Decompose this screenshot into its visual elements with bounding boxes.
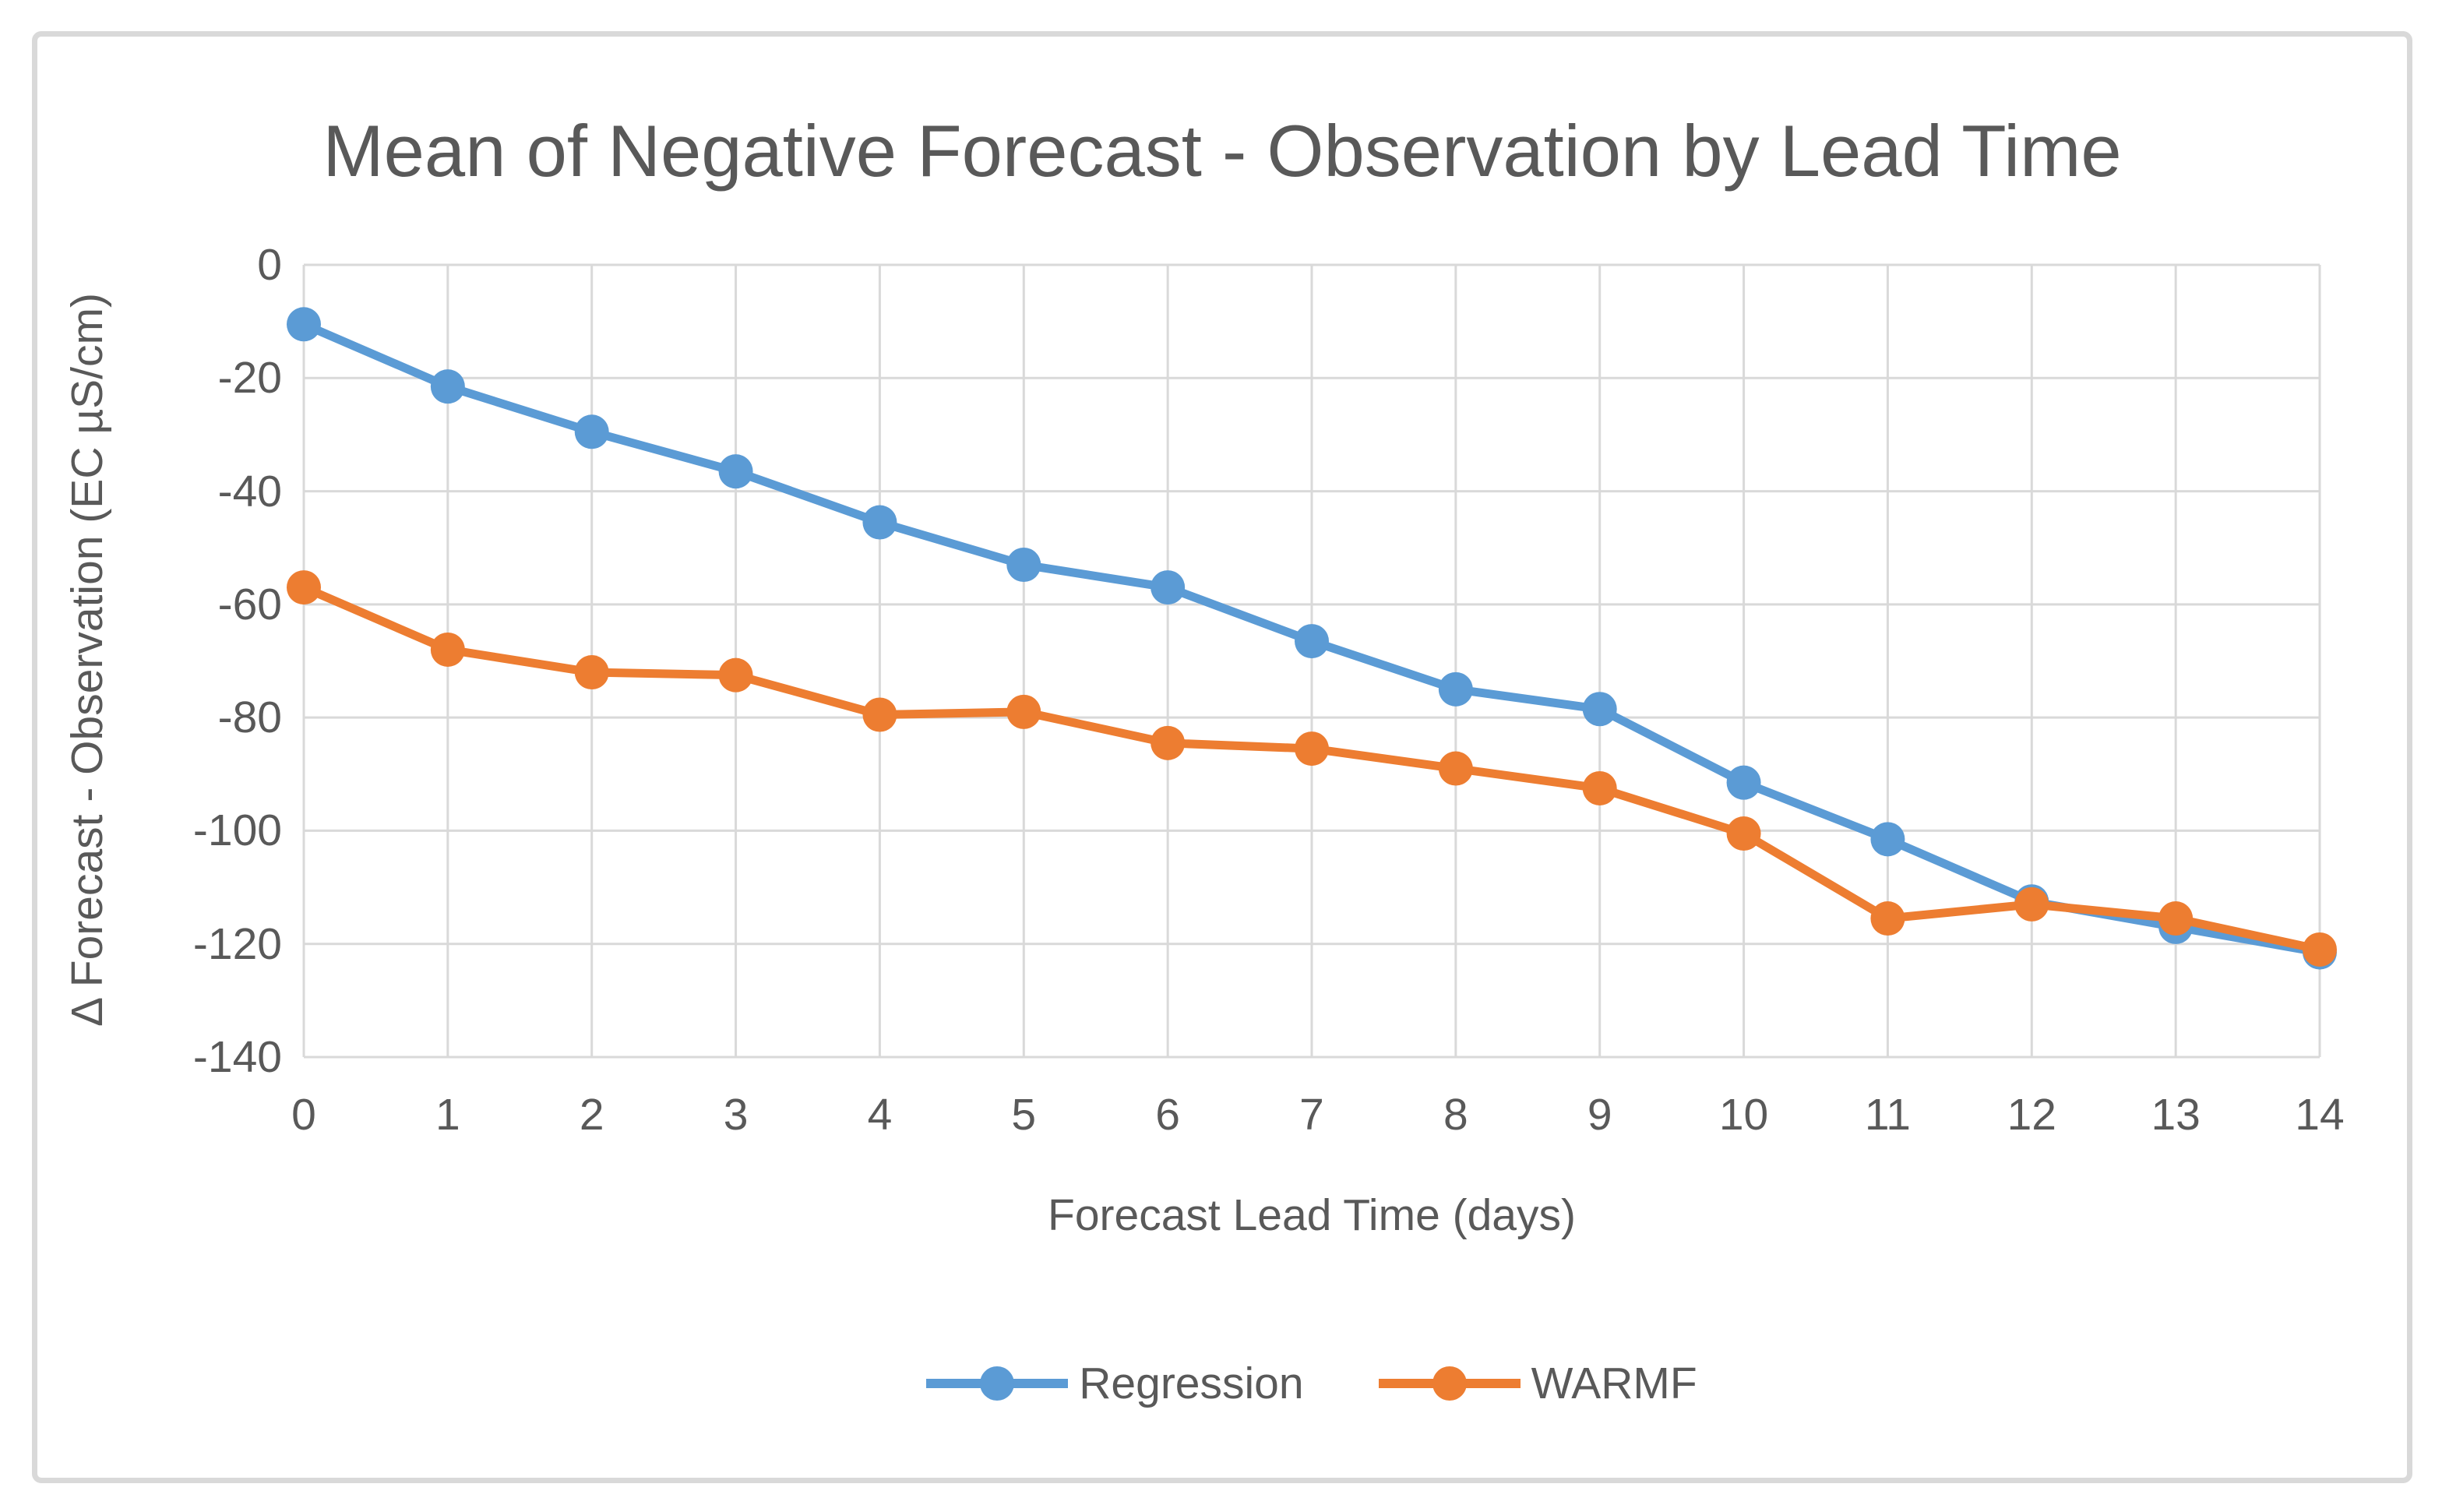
- x-axis-title: Forecast Lead Time (days): [1048, 1190, 1576, 1240]
- data-point-marker-warmf[interactable]: [2014, 886, 2049, 922]
- data-point-marker-warmf[interactable]: [2158, 901, 2194, 936]
- data-point-marker-regression[interactable]: [1582, 692, 1617, 727]
- data-point-marker-regression[interactable]: [1870, 822, 1905, 857]
- data-point-marker-warmf[interactable]: [1438, 751, 1473, 786]
- x-axis-tick-label: 9: [1587, 1090, 1612, 1140]
- data-point-marker-warmf[interactable]: [1295, 731, 1329, 767]
- data-point-marker-warmf[interactable]: [287, 570, 321, 605]
- x-axis-tick-label: 0: [291, 1090, 316, 1140]
- data-point-marker-regression[interactable]: [1726, 765, 1761, 800]
- legend-item-warmf[interactable]: WARMF: [1378, 1358, 1697, 1409]
- legend-item-regression[interactable]: Regression: [926, 1358, 1304, 1409]
- x-axis-tick-label: 5: [1011, 1090, 1037, 1140]
- y-axis-tick-label: -40: [217, 466, 282, 516]
- data-point-marker-warmf[interactable]: [574, 655, 609, 690]
- y-axis-tick-label: -60: [217, 579, 282, 629]
- data-point-marker-regression[interactable]: [1438, 671, 1473, 707]
- y-axis-tick-label: -120: [192, 918, 282, 969]
- x-axis-tick-label: 7: [1299, 1090, 1324, 1140]
- data-point-marker-warmf[interactable]: [1870, 901, 1905, 936]
- data-point-marker-warmf[interactable]: [1582, 770, 1617, 805]
- x-axis-tick-label: 12: [2007, 1090, 2056, 1140]
- legend-label-regression: Regression: [1079, 1359, 1304, 1408]
- data-point-marker-warmf[interactable]: [2303, 932, 2337, 967]
- chart-frame: Mean of Negative Forecast - Observation …: [32, 31, 2412, 1483]
- data-point-marker-regression[interactable]: [1006, 548, 1041, 583]
- data-point-marker-regression[interactable]: [1151, 570, 1186, 605]
- data-point-marker-warmf[interactable]: [1006, 694, 1041, 729]
- x-axis-tick-label: 14: [2295, 1090, 2345, 1140]
- legend-marker-regression-icon: [926, 1366, 1069, 1401]
- data-point-marker-warmf[interactable]: [718, 657, 753, 693]
- data-point-marker-warmf[interactable]: [1726, 816, 1761, 851]
- y-axis-tick-label: -20: [217, 353, 282, 404]
- x-axis-tick-label: 3: [723, 1090, 749, 1140]
- data-point-marker-regression[interactable]: [862, 505, 897, 540]
- legend-marker-warmf-icon: [1378, 1366, 1521, 1401]
- data-point-marker-regression[interactable]: [1295, 624, 1329, 659]
- data-point-marker-regression[interactable]: [574, 414, 609, 449]
- data-point-marker-warmf[interactable]: [430, 632, 465, 667]
- data-point-marker-warmf[interactable]: [862, 697, 897, 732]
- x-axis-tick-label: 6: [1155, 1090, 1180, 1140]
- data-point-marker-regression[interactable]: [718, 454, 753, 489]
- chart-title: Mean of Negative Forecast - Observation …: [37, 105, 2407, 197]
- y-axis-tick-label: -80: [217, 693, 282, 743]
- data-point-marker-regression[interactable]: [430, 369, 465, 404]
- x-axis-tick-label: 2: [579, 1090, 604, 1140]
- chart-title-text: Mean of Negative Forecast - Observation …: [322, 110, 2122, 192]
- x-axis-tick-label: 11: [1864, 1090, 1911, 1140]
- y-axis-tick-label: -140: [192, 1032, 282, 1082]
- data-point-marker-warmf[interactable]: [1151, 725, 1186, 760]
- legend-label-warmf: WARMF: [1531, 1359, 1697, 1408]
- y-axis-tick-label: -100: [192, 805, 282, 856]
- plot-canvas: [287, 263, 2337, 1059]
- x-axis-tick-label: 13: [2151, 1090, 2201, 1140]
- x-axis-tick-label: 8: [1443, 1090, 1468, 1140]
- legend: Regression WARMF: [304, 1358, 2320, 1409]
- plot-area: [287, 263, 2337, 1059]
- y-axis-tick-label: 0: [257, 240, 282, 290]
- data-point-marker-regression[interactable]: [287, 307, 321, 342]
- x-axis-tick-label: 10: [1718, 1090, 1769, 1140]
- x-axis-tick-label: 1: [435, 1090, 460, 1140]
- x-axis-tick-label: 4: [867, 1090, 893, 1140]
- y-axis-title: Δ Forecast - Observation (EC µS/cm): [62, 293, 112, 1027]
